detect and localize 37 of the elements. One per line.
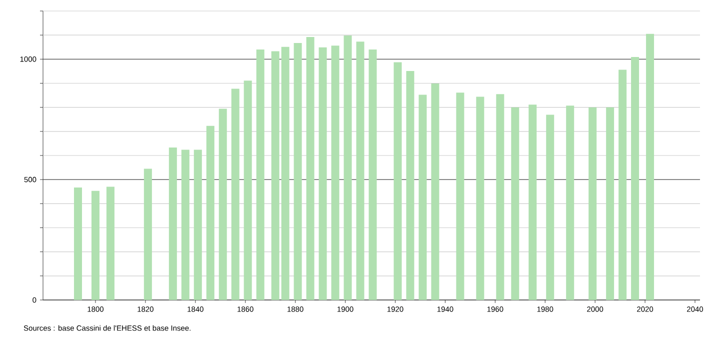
bar: [294, 43, 302, 300]
bar: [344, 36, 352, 300]
bar: [218, 108, 227, 300]
bar: [331, 46, 340, 300]
bar: [144, 168, 152, 300]
bar: [181, 150, 190, 300]
bar: [606, 107, 614, 300]
bar: [418, 94, 427, 300]
bar: [356, 42, 364, 300]
bar: [74, 188, 82, 300]
bar: [194, 150, 202, 300]
bar: [281, 46, 290, 300]
bar: [256, 50, 264, 300]
bar: [91, 190, 100, 300]
bar: [271, 51, 280, 300]
bar: [394, 62, 402, 300]
bar: [318, 47, 327, 300]
bar: [431, 83, 440, 300]
bar: [646, 34, 654, 300]
bar: [456, 92, 464, 300]
bar: [511, 107, 520, 300]
bar: [306, 37, 314, 300]
bar: [231, 88, 240, 300]
bar: [496, 94, 504, 300]
bar: [476, 96, 484, 300]
bar: [168, 148, 177, 300]
bar: [106, 186, 114, 300]
bar: [528, 104, 537, 300]
bar: [406, 70, 414, 300]
bar: [588, 107, 597, 300]
bar: [618, 70, 627, 300]
bar: [206, 126, 214, 300]
bar: [368, 50, 377, 300]
bar: [244, 80, 252, 300]
bar: [546, 114, 554, 300]
bar: [631, 56, 640, 300]
bar: [566, 106, 574, 300]
